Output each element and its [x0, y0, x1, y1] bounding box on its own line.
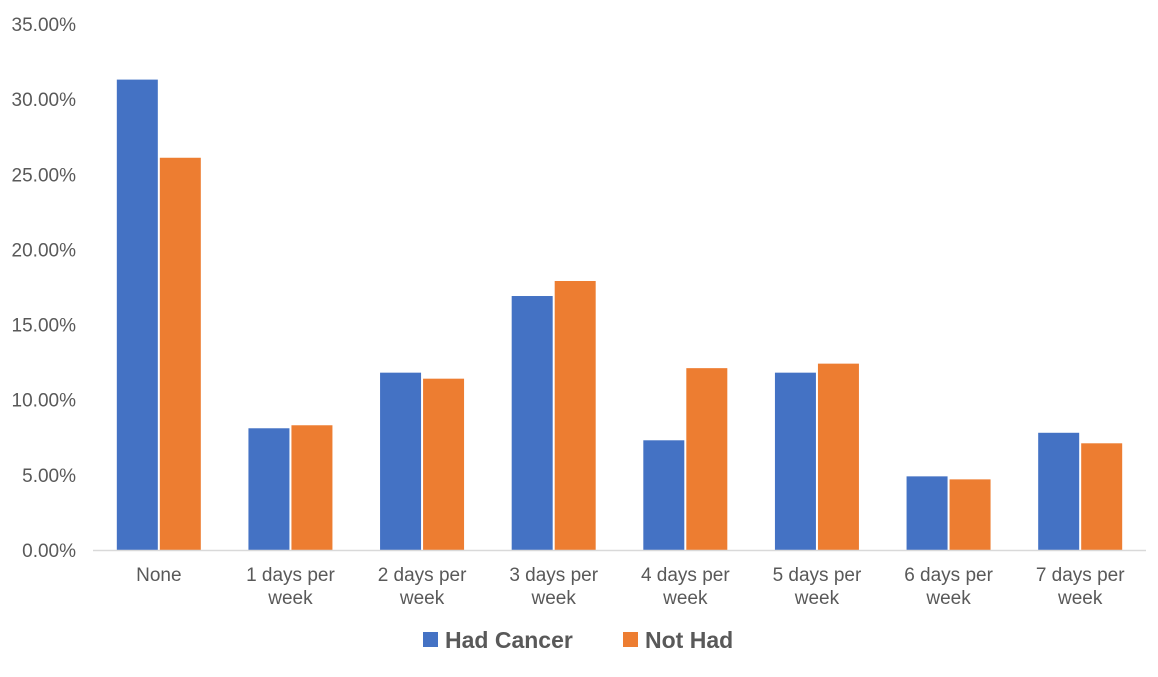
legend: Had Cancer Not Had: [423, 627, 733, 653]
x-category-label: 2 days per: [378, 565, 467, 586]
x-category-label: week: [399, 588, 445, 609]
y-tick-label: 20.00%: [12, 240, 77, 261]
legend-label: Had Cancer: [445, 627, 573, 653]
x-category-label: 4 days per: [641, 565, 730, 586]
y-tick-label: 30.00%: [12, 90, 77, 111]
y-tick-label: 5.00%: [22, 466, 76, 487]
legend-swatch-not-had: [623, 632, 638, 647]
bar-not-had-4: [686, 368, 728, 550]
bar-not-had-0: [159, 157, 201, 551]
y-tick-label: 15.00%: [12, 316, 77, 337]
bar-not-had-6: [949, 479, 991, 550]
bar-not-had-2: [423, 378, 465, 550]
y-tick-label: 10.00%: [12, 391, 77, 412]
y-tick-label: 25.00%: [12, 165, 77, 186]
bar-not-had-1: [291, 425, 333, 550]
x-category-label: 7 days per: [1036, 565, 1125, 586]
bar-had-cancer-3: [511, 296, 553, 550]
x-category-label: week: [531, 588, 577, 609]
bar-had-cancer-1: [248, 428, 290, 550]
x-category-label: 3 days per: [509, 565, 598, 586]
y-tick-label: 0.00%: [22, 541, 76, 562]
x-category-label: 1 days per: [246, 565, 335, 586]
bar-not-had-7: [1081, 443, 1123, 550]
bar-not-had-5: [817, 363, 859, 550]
bar-had-cancer-4: [643, 440, 685, 550]
y-tick-label: 35.00%: [12, 15, 77, 36]
x-category-label: week: [1057, 588, 1103, 609]
bar-not-had-3: [554, 280, 596, 550]
bar-had-cancer-6: [906, 476, 948, 550]
legend-swatch-had-cancer: [423, 632, 438, 647]
x-category-label: week: [794, 588, 840, 609]
bar-had-cancer-7: [1038, 432, 1080, 550]
x-category-label: week: [267, 588, 313, 609]
chart-bars: [116, 79, 1123, 551]
x-category-label: None: [136, 565, 181, 586]
x-category-label: week: [662, 588, 708, 609]
legend-label: Not Had: [645, 627, 733, 653]
x-category-label: 6 days per: [904, 565, 993, 586]
x-category-label: 5 days per: [773, 565, 862, 586]
bar-had-cancer-0: [116, 79, 158, 550]
bar-had-cancer-5: [774, 372, 816, 550]
bar-had-cancer-2: [380, 372, 422, 550]
y-axis-tick-labels: 0.00% 5.00% 10.00% 15.00% 20.00% 25.00% 30.00%…: [12, 15, 77, 562]
x-category-label: week: [925, 588, 971, 609]
